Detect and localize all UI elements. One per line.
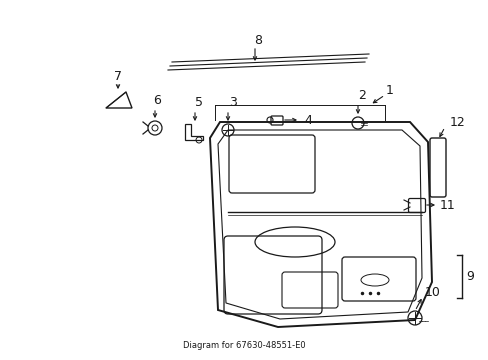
Text: 6: 6 bbox=[153, 94, 161, 107]
Text: 11: 11 bbox=[439, 198, 455, 212]
Text: 3: 3 bbox=[228, 95, 237, 108]
Text: 7: 7 bbox=[114, 69, 122, 82]
Text: 1: 1 bbox=[385, 84, 393, 96]
Text: 10: 10 bbox=[424, 285, 440, 298]
Text: 4: 4 bbox=[304, 113, 311, 126]
Text: Diagram for 67630-48551-E0: Diagram for 67630-48551-E0 bbox=[183, 341, 305, 350]
Text: 5: 5 bbox=[195, 95, 203, 108]
Text: 12: 12 bbox=[449, 116, 465, 129]
Text: 8: 8 bbox=[253, 33, 262, 46]
Text: 9: 9 bbox=[465, 270, 473, 283]
Text: 2: 2 bbox=[357, 89, 365, 102]
